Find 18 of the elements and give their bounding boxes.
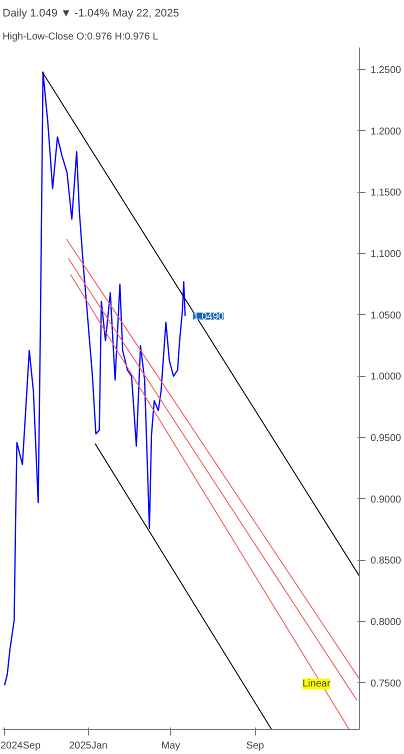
x-tick-label: 2024Sep bbox=[0, 740, 41, 752]
y-tick-label: 1.0500 bbox=[370, 310, 402, 322]
y-tick-label: 1.2000 bbox=[370, 126, 402, 138]
chart-title: Daily 1.049 ▼ -1.04% May 22, 2025 bbox=[2, 8, 180, 20]
x-tick-label: May bbox=[161, 740, 180, 752]
chart-subtitle: High-Low-Close O:0.976 H:0.976 L bbox=[2, 32, 159, 42]
y-tick-label: 0.9500 bbox=[370, 433, 402, 444]
y-tick-label: 0.9000 bbox=[370, 494, 402, 506]
y-tick-label: 1.0000 bbox=[370, 372, 402, 383]
x-tick-label: 2025Jan bbox=[69, 740, 108, 752]
y-tick-label: 1.2500 bbox=[370, 65, 402, 76]
line-series bbox=[4, 71, 186, 686]
x-tick-label: Sep bbox=[246, 740, 264, 752]
y-tick-label: 0.8500 bbox=[370, 556, 402, 567]
y-tick-label: 1.1000 bbox=[370, 249, 402, 260]
y-tick-label: 0.7500 bbox=[370, 678, 402, 690]
y-tick-label: 1.1500 bbox=[370, 188, 402, 199]
y-tick-label: 0.8000 bbox=[370, 617, 402, 628]
